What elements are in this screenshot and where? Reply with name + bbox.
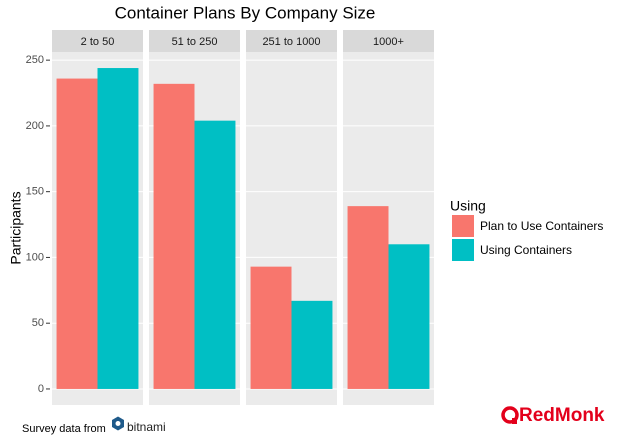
bar [56, 78, 98, 389]
y-tick-label: 50 [32, 317, 44, 329]
y-tick-label: 250 [26, 54, 44, 66]
brand-text: RedMonk [519, 405, 605, 426]
strip [149, 30, 240, 52]
facet-label: 51 to 250 [172, 36, 218, 48]
legend-swatch [452, 239, 474, 261]
legend-title: Using [450, 198, 486, 214]
bar [250, 266, 292, 389]
bitnami-icon [112, 416, 124, 431]
legend-swatch [452, 215, 474, 237]
chart-title: Container Plans By Company Size [115, 3, 376, 22]
y-axis-label: Participants [8, 191, 24, 264]
bar [153, 83, 195, 389]
legend-label: Using Containers [480, 243, 572, 257]
source-logo-text: bitnami [127, 420, 166, 434]
legend-label: Plan to Use Containers [480, 219, 603, 233]
facet-label: 2 to 50 [81, 36, 115, 48]
redmonk-icon [501, 406, 519, 424]
y-tick-label: 100 [26, 251, 44, 263]
bar [194, 120, 236, 389]
bar [388, 244, 430, 389]
y-tick-label: 150 [26, 186, 44, 198]
strip [343, 30, 434, 52]
facet-label: 1000+ [373, 36, 404, 48]
bar [97, 68, 139, 389]
source-text: Survey data from [22, 423, 106, 435]
facet-label: 251 to 1000 [262, 36, 320, 48]
bar [347, 206, 389, 389]
strip [246, 30, 337, 52]
y-tick-label: 200 [26, 120, 44, 132]
strip [52, 30, 143, 52]
bar [291, 300, 333, 389]
y-tick-label: 0 [38, 383, 44, 395]
